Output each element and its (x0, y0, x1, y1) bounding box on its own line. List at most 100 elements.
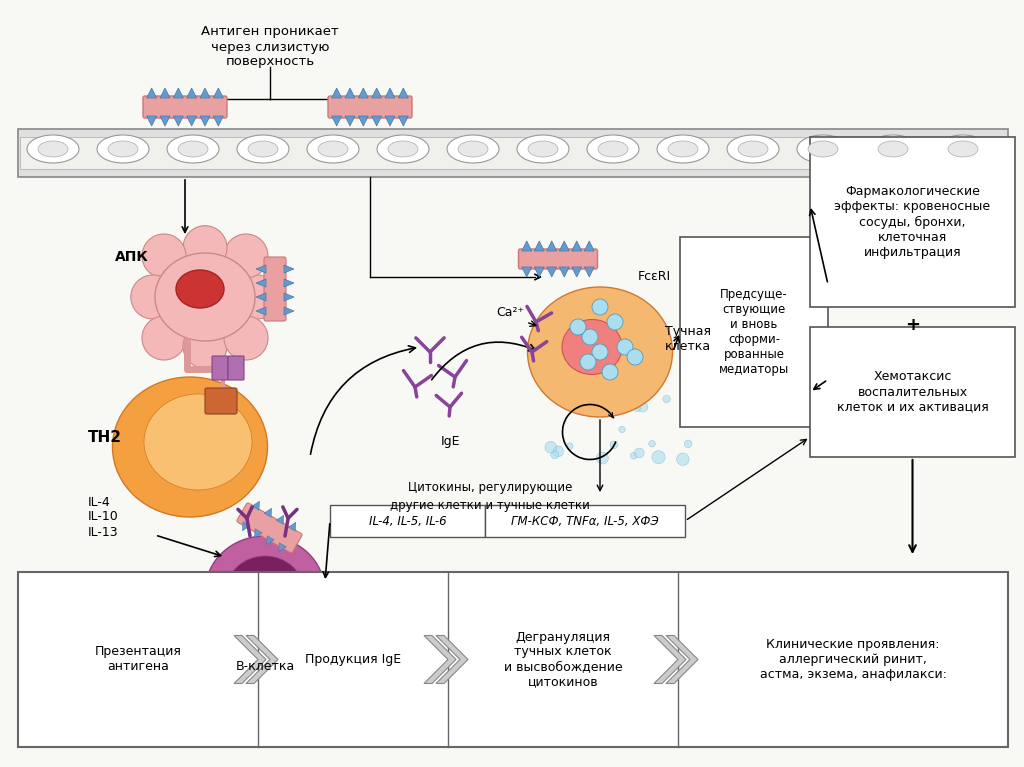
Circle shape (592, 299, 608, 315)
Polygon shape (213, 88, 223, 98)
Ellipse shape (307, 135, 359, 163)
Circle shape (597, 452, 608, 464)
Circle shape (630, 391, 637, 398)
Polygon shape (284, 265, 294, 273)
Circle shape (142, 316, 186, 360)
Ellipse shape (937, 135, 989, 163)
Polygon shape (160, 116, 170, 126)
Text: FcεRI: FcεRI (638, 271, 671, 284)
Polygon shape (398, 88, 409, 98)
Ellipse shape (237, 135, 289, 163)
Ellipse shape (318, 141, 348, 157)
Text: Антиген проникает
через слизистую
поверхность: Антиген проникает через слизистую поверх… (201, 25, 339, 68)
Polygon shape (436, 636, 468, 683)
Text: В-клетка: В-клетка (236, 660, 295, 673)
Ellipse shape (447, 135, 499, 163)
Bar (20, 137, 1006, 169)
Ellipse shape (377, 135, 429, 163)
Circle shape (570, 319, 586, 335)
Ellipse shape (562, 320, 622, 374)
Circle shape (617, 339, 633, 355)
Polygon shape (256, 293, 266, 301)
Ellipse shape (878, 141, 908, 157)
Polygon shape (256, 265, 266, 273)
Circle shape (602, 364, 618, 380)
Ellipse shape (668, 141, 698, 157)
Ellipse shape (797, 135, 849, 163)
Ellipse shape (176, 270, 224, 308)
Polygon shape (146, 116, 157, 126)
Circle shape (565, 401, 574, 410)
Polygon shape (358, 88, 369, 98)
Polygon shape (200, 88, 210, 98)
Ellipse shape (27, 135, 79, 163)
Bar (810, 137, 1015, 307)
Circle shape (545, 442, 557, 453)
Polygon shape (160, 88, 170, 98)
Ellipse shape (178, 141, 208, 157)
FancyBboxPatch shape (212, 356, 228, 380)
Circle shape (183, 225, 227, 270)
Polygon shape (585, 267, 594, 277)
Polygon shape (358, 116, 369, 126)
Circle shape (649, 440, 655, 447)
Ellipse shape (38, 141, 68, 157)
FancyBboxPatch shape (228, 356, 244, 380)
Polygon shape (243, 522, 250, 531)
Circle shape (587, 384, 598, 396)
Polygon shape (284, 307, 294, 315)
Polygon shape (173, 88, 183, 98)
Ellipse shape (167, 135, 219, 163)
Polygon shape (559, 267, 569, 277)
Circle shape (634, 405, 641, 412)
Circle shape (620, 390, 634, 403)
Polygon shape (345, 116, 355, 126)
Polygon shape (666, 636, 698, 683)
Polygon shape (186, 88, 197, 98)
Ellipse shape (248, 141, 278, 157)
FancyBboxPatch shape (143, 96, 227, 118)
Bar (810, 327, 1015, 457)
Circle shape (236, 275, 280, 319)
Polygon shape (200, 116, 210, 126)
Circle shape (598, 397, 610, 410)
Ellipse shape (108, 141, 138, 157)
Polygon shape (385, 116, 395, 126)
Polygon shape (385, 88, 395, 98)
Ellipse shape (388, 141, 418, 157)
Circle shape (618, 426, 626, 433)
Circle shape (551, 451, 559, 459)
Circle shape (684, 440, 692, 448)
Bar (680, 237, 828, 427)
Polygon shape (246, 636, 278, 683)
Polygon shape (571, 267, 582, 277)
Circle shape (131, 275, 175, 319)
Circle shape (183, 324, 227, 368)
Circle shape (605, 400, 615, 411)
Circle shape (610, 441, 617, 449)
Circle shape (553, 446, 563, 456)
Ellipse shape (727, 135, 779, 163)
Circle shape (592, 344, 608, 360)
Polygon shape (255, 528, 262, 538)
FancyBboxPatch shape (205, 388, 237, 414)
Ellipse shape (226, 556, 304, 628)
Circle shape (594, 385, 606, 398)
Text: IL-4, IL-5, IL-6: IL-4, IL-5, IL-6 (369, 515, 446, 528)
FancyBboxPatch shape (328, 96, 412, 118)
Polygon shape (276, 515, 284, 524)
Ellipse shape (205, 536, 325, 648)
Text: ТН2: ТН2 (88, 430, 122, 445)
Text: Предсуще-
ствующие
и вновь
сформи-
рованные
медиаторы: Предсуще- ствующие и вновь сформи- рован… (719, 288, 790, 376)
Ellipse shape (517, 135, 569, 163)
Polygon shape (213, 116, 223, 126)
Ellipse shape (867, 135, 919, 163)
Circle shape (631, 453, 637, 459)
Circle shape (652, 450, 666, 464)
Text: IgE: IgE (440, 436, 460, 449)
Text: другие клетки и тучные клетки: другие клетки и тучные клетки (390, 499, 590, 512)
Polygon shape (266, 536, 274, 545)
Circle shape (142, 234, 186, 278)
Polygon shape (522, 241, 531, 251)
Ellipse shape (587, 135, 639, 163)
